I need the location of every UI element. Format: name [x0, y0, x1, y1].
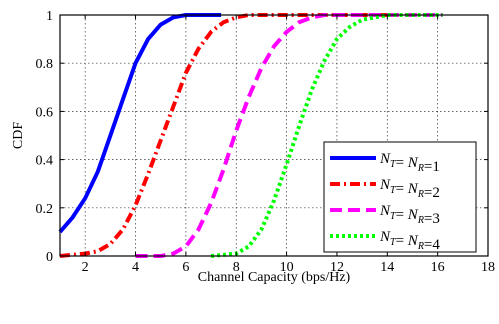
- legend-box: [323, 141, 477, 253]
- x-tick-label: 8: [233, 260, 240, 275]
- y-tick-label: 0.2: [36, 202, 54, 217]
- y-tick-label: 0.6: [36, 105, 54, 120]
- x-tick-label: 2: [82, 260, 89, 275]
- legend-label-4: NT= NR=4: [379, 229, 440, 253]
- x-tick-label: 4: [132, 260, 139, 275]
- legend: NT= NR=1NT= NR=2NT= NR=3NT= NR=4: [323, 141, 477, 253]
- legend-label-1: NT= NR=1: [379, 151, 440, 175]
- x-tick-label: 14: [380, 260, 394, 275]
- y-axis-label: CDF: [11, 122, 26, 149]
- x-axis-label: Channel Capacity (bps/Hz): [198, 270, 351, 285]
- series-line-4: [210, 13, 443, 258]
- legend-label-2: NT= NR=2: [379, 177, 440, 201]
- x-tick-label: 18: [481, 260, 495, 275]
- y-tick-label: 1: [46, 9, 53, 24]
- x-tick-label: 12: [330, 260, 344, 275]
- plot-frame: [59, 14, 489, 257]
- y-tick-label: 0.4: [36, 154, 54, 169]
- x-tick-label: 6: [182, 260, 189, 275]
- y-tick-label: 0.8: [36, 57, 54, 72]
- legend-label-3: NT= NR=3: [379, 203, 440, 227]
- x-tick-label: 16: [431, 260, 445, 275]
- x-tick-label: 10: [280, 260, 294, 275]
- axis-ticks: 2 4 6 8 10 12 14 16 18 0 0.2 0.4 0.6 0.8 1: [36, 9, 496, 275]
- y-tick-label: 0: [46, 250, 53, 265]
